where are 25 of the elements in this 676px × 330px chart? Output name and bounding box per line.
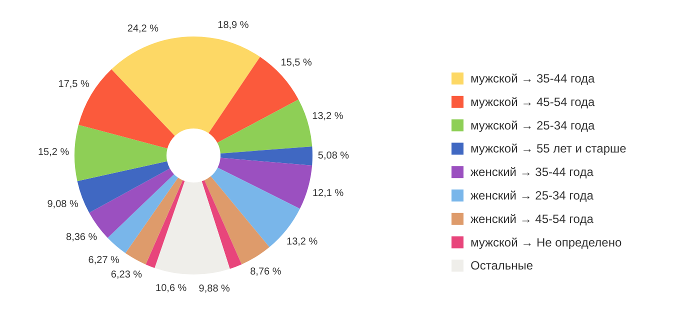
- data-label: 18,9 %: [218, 20, 249, 32]
- data-label: 13,2 %: [286, 236, 318, 248]
- legend-label: мужской → 25-34 года: [470, 118, 596, 132]
- legend-label: Остальные: [470, 258, 534, 273]
- data-label: 6,23 %: [110, 269, 142, 280]
- legend-label: женский → 35-44 года: [470, 165, 594, 180]
- legend-label: женский → 45-54 года: [470, 212, 594, 226]
- data-label: 10,6 %: [156, 283, 187, 294]
- legend-label: мужской → 35-44 года: [470, 72, 596, 86]
- data-label: 24,2 %: [127, 24, 159, 34]
- data-label: 5,08 %: [318, 150, 350, 162]
- data-label: 8,76 %: [250, 266, 282, 278]
- data-label: 8,36 %: [66, 232, 98, 244]
- data-label: 12,1 %: [312, 188, 344, 199]
- data-label: 9,08 %: [47, 199, 78, 210]
- legend-label: женский → 25-34 года: [470, 188, 594, 202]
- data-label: 15,5 %: [280, 57, 312, 68]
- data-label: 6,27 %: [88, 254, 120, 266]
- data-label: 9,88 %: [198, 283, 230, 294]
- legend-label: мужской → Не определено: [470, 235, 622, 250]
- legend-label: мужской → 55 лет и старше: [470, 142, 627, 156]
- data-label: 15,2 %: [38, 146, 70, 158]
- legend-label: мужской → 45-54 года: [470, 94, 596, 109]
- data-label: 13,2 %: [312, 111, 344, 122]
- data-label: 17,5 %: [58, 78, 90, 90]
